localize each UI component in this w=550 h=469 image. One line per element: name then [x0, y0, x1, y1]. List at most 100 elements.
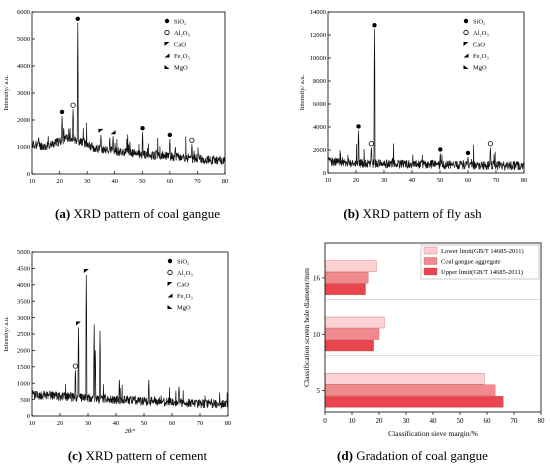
peak-marker-al2o3: [368, 141, 375, 147]
y-tick-label: 3000: [17, 90, 30, 97]
bar-1-10: [324, 328, 380, 340]
caption-d-text: Gradation of coal gangue: [356, 448, 488, 463]
legend-marker-al2o3: [463, 29, 469, 36]
y-tick-label: 1000: [17, 144, 30, 151]
y-tick-label: 2000: [17, 348, 30, 355]
bar-2-5: [324, 396, 504, 408]
caption-a-text: XRD pattern of coal gangue: [73, 206, 220, 221]
x-tick-label: 60: [167, 178, 174, 185]
x-tick-label: 80: [521, 177, 528, 184]
x-tick-label: 50: [457, 417, 465, 425]
peak-marker-al2o3: [487, 141, 493, 147]
legend-label: SiO₂: [177, 259, 189, 266]
peak-marker-sio2: [438, 147, 443, 152]
x-tick-label: 30: [85, 420, 92, 427]
x-tick-label: 40: [113, 420, 120, 427]
legend-marker-sio2: [164, 18, 170, 24]
x-axis-label: Classification sieve margin/%: [388, 429, 478, 438]
x-tick-label: 40: [409, 177, 416, 184]
y-tick-label: 0: [27, 171, 30, 178]
legend-label: CaO: [174, 42, 186, 49]
panel-a: 10 20 30 40 50 60 70 80 0 1000 2000 3000 4000 5000 600…: [0, 0, 275, 193]
plot-frame: [31, 251, 229, 417]
x-tick-label: 30: [84, 178, 91, 185]
legend-marker-fe2o3: [463, 53, 469, 58]
legend-label: CaO: [177, 282, 189, 289]
legend-label: MgO: [174, 65, 188, 72]
legend-label: Fe₂O₃: [174, 53, 190, 60]
legend-label: MgO: [473, 65, 487, 72]
y-tick-label: 10: [313, 331, 321, 339]
y-tick-label: 2000: [313, 147, 326, 154]
peak-marker-sio2: [372, 23, 377, 28]
caption-a-letter: (a): [55, 206, 71, 221]
legend-swatch: [423, 257, 438, 265]
y-axis-label: Classification screen hole diameter/mm: [302, 268, 311, 387]
xrd-trace-line: [31, 274, 229, 409]
legend-marker-cao: [167, 282, 173, 286]
legend-marker-cao: [463, 42, 469, 46]
peak-marker-sio2: [167, 132, 173, 138]
y-axis-label: Intensity/ a.u.: [299, 74, 306, 110]
legend-marker-fe2o3: [164, 53, 170, 58]
xrd-trace-line: [327, 29, 525, 172]
y-tick-label: 500: [20, 397, 30, 404]
caption-c: (c) XRD pattern of cement: [0, 448, 275, 464]
x-tick-label: 20: [353, 177, 360, 184]
x-tick-label: 40: [111, 178, 118, 185]
x-tick-label: 50: [139, 178, 146, 185]
x-tick-label: 70: [511, 417, 519, 425]
legend-label: CaO: [473, 42, 485, 49]
bar-1-16: [324, 272, 369, 284]
y-tick-label: 1500: [17, 364, 30, 371]
legend-marker-al2o3: [164, 29, 170, 36]
bar-0-10: [324, 316, 385, 329]
y-tick-label: 1000: [17, 380, 30, 387]
legend-label: Al₂O₃: [177, 270, 193, 277]
caption-c-letter: (c): [67, 448, 83, 463]
peak-marker-sio2: [75, 16, 80, 21]
peak-marker-al2o3: [72, 363, 79, 369]
x-axis-label: 2θ/°: [125, 428, 136, 435]
x-tick-label: 80: [222, 178, 229, 185]
peak-marker-cao: [98, 128, 104, 133]
y-tick-label: 2500: [17, 331, 30, 338]
y-tick-label: 2000: [17, 117, 30, 124]
xrd-chart-cement: 10 20 30 40 50 60 70 80 0 500 1000 1500 2000 2500 3000…: [3, 249, 232, 435]
y-axis-label: Intensity/ a.u.: [3, 75, 10, 111]
x-tick-label: 80: [225, 420, 232, 427]
peak-marker-sio2: [59, 109, 65, 115]
peak-marker-cao: [75, 321, 81, 326]
x-tick-label: 0: [323, 417, 327, 425]
legend-marker-cao: [164, 42, 170, 46]
legend-marker-fe2o3: [167, 293, 173, 298]
panel-c: 10 20 30 40 50 60 70 80 0 500 1000 1500 2000 2500 3000…: [0, 240, 275, 435]
x-tick-label: 50: [437, 177, 444, 184]
y-tick-label: 3500: [17, 298, 30, 305]
peak-marker-sio2: [465, 150, 471, 156]
legend-label: Al₂O₃: [174, 30, 190, 37]
legend-label: Lower limit(GB/T 14685-2011): [441, 248, 524, 255]
peak-marker-sio2: [356, 124, 361, 129]
y-tick-label: 10000: [310, 55, 326, 62]
legend-label: Al₂O₃: [473, 30, 489, 37]
caption-a: (a) XRD pattern of coal gangue: [0, 206, 275, 222]
x-tick-label: 80: [538, 417, 546, 425]
x-tick-label: 20: [56, 178, 63, 185]
legend-label: SiO₂: [174, 19, 186, 26]
panel-b: 10 20 30 40 50 60 70 80 0 2000 4000 6000 8000 10000 12…: [275, 0, 550, 192]
peak-marker-al2o3: [70, 102, 76, 108]
caption-d: (d) Gradation of coal gangue: [275, 448, 550, 464]
x-tick-label: 70: [194, 178, 201, 185]
x-tick-label: 20: [57, 420, 64, 427]
legend-swatch: [423, 246, 438, 255]
x-tick-label: 70: [493, 177, 500, 184]
y-tick-label: 6000: [313, 101, 326, 108]
legend-label: Upper limit(GB/T 14685-2011): [441, 269, 523, 276]
legend-marker-mgo: [164, 65, 170, 69]
legend-label: Coal gangue aggregate: [441, 259, 501, 266]
x-tick-label: 10: [325, 177, 332, 184]
y-tick-label: 14000: [310, 9, 326, 16]
bar-1-5: [324, 384, 496, 396]
y-tick-label: 8000: [313, 78, 326, 85]
